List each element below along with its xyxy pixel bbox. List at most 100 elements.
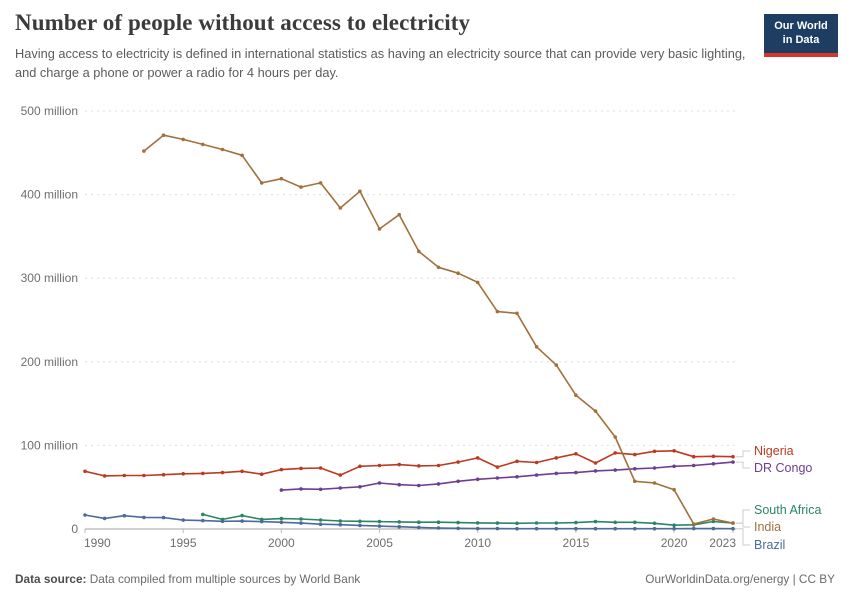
data-point[interactable]: [240, 469, 244, 474]
data-point[interactable]: [633, 452, 637, 457]
data-point[interactable]: [122, 473, 127, 478]
data-point[interactable]: [397, 212, 402, 217]
data-point[interactable]: [711, 517, 716, 521]
data-point[interactable]: [417, 520, 421, 524]
data-point[interactable]: [220, 470, 225, 475]
data-point[interactable]: [475, 526, 480, 531]
data-point[interactable]: [417, 483, 421, 488]
data-point[interactable]: [495, 526, 500, 531]
data-point[interactable]: [731, 460, 735, 464]
data-point[interactable]: [259, 181, 264, 185]
data-point[interactable]: [593, 461, 598, 465]
data-point[interactable]: [220, 517, 225, 522]
data-point[interactable]: [613, 526, 617, 531]
data-point[interactable]: [672, 449, 676, 453]
data-point[interactable]: [181, 472, 185, 476]
data-point[interactable]: [652, 449, 657, 454]
data-point[interactable]: [593, 526, 598, 531]
data-point[interactable]: [279, 488, 284, 492]
data-point[interactable]: [711, 526, 716, 531]
data-point[interactable]: [711, 519, 716, 524]
data-point[interactable]: [691, 463, 696, 468]
series-line-dr-congo[interactable]: [281, 461, 734, 491]
data-point[interactable]: [633, 526, 637, 531]
data-point[interactable]: [142, 149, 146, 153]
data-point[interactable]: [613, 520, 617, 525]
data-point[interactable]: [299, 517, 303, 521]
data-point[interactable]: [240, 519, 244, 523]
data-point[interactable]: [711, 462, 716, 466]
data-point[interactable]: [201, 142, 205, 147]
legend-label-brazil[interactable]: Brazil: [754, 538, 785, 552]
data-point[interactable]: [279, 176, 284, 181]
data-point[interactable]: [534, 521, 539, 525]
data-point[interactable]: [515, 459, 519, 464]
data-point[interactable]: [652, 481, 657, 485]
data-point[interactable]: [652, 466, 657, 470]
data-point[interactable]: [475, 521, 480, 525]
data-point[interactable]: [731, 526, 735, 531]
data-point[interactable]: [318, 522, 323, 526]
data-point[interactable]: [574, 470, 578, 475]
data-point[interactable]: [672, 487, 676, 492]
data-point[interactable]: [397, 482, 402, 487]
data-point[interactable]: [161, 472, 166, 477]
data-point[interactable]: [181, 518, 185, 522]
data-point[interactable]: [377, 519, 382, 524]
data-point[interactable]: [377, 463, 382, 468]
data-point[interactable]: [731, 454, 735, 459]
data-point[interactable]: [142, 473, 146, 478]
data-point[interactable]: [672, 523, 676, 527]
data-point[interactable]: [279, 520, 284, 525]
data-point[interactable]: [554, 521, 559, 525]
data-point[interactable]: [436, 463, 441, 468]
data-point[interactable]: [201, 471, 205, 476]
data-point[interactable]: [299, 466, 303, 471]
data-point[interactable]: [534, 473, 539, 477]
legend-label-dr-congo[interactable]: DR Congo: [754, 461, 812, 475]
data-point[interactable]: [554, 471, 559, 476]
data-point[interactable]: [181, 137, 185, 142]
data-point[interactable]: [338, 206, 343, 210]
data-point[interactable]: [358, 523, 362, 528]
data-point[interactable]: [358, 464, 362, 469]
data-point[interactable]: [377, 227, 382, 231]
data-point[interactable]: [397, 520, 402, 524]
legend-label-nigeria[interactable]: Nigeria: [754, 444, 794, 458]
data-point[interactable]: [299, 185, 303, 189]
data-point[interactable]: [554, 526, 559, 531]
data-point[interactable]: [397, 524, 402, 529]
data-point[interactable]: [456, 526, 460, 531]
data-point[interactable]: [338, 519, 343, 523]
data-point[interactable]: [475, 477, 480, 482]
data-point[interactable]: [456, 479, 460, 484]
data-point[interactable]: [102, 516, 107, 521]
data-point[interactable]: [318, 518, 323, 522]
data-point[interactable]: [161, 515, 166, 520]
data-point[interactable]: [358, 519, 362, 524]
data-point[interactable]: [691, 526, 696, 531]
data-point[interactable]: [475, 280, 480, 285]
data-point[interactable]: [436, 526, 441, 530]
data-point[interactable]: [515, 521, 519, 526]
data-point[interactable]: [358, 189, 362, 194]
data-point[interactable]: [279, 516, 284, 521]
data-point[interactable]: [613, 468, 617, 472]
data-point[interactable]: [574, 452, 578, 456]
series-line-brazil[interactable]: [84, 514, 734, 530]
data-point[interactable]: [534, 345, 539, 349]
data-point[interactable]: [377, 481, 382, 485]
data-point[interactable]: [377, 524, 382, 528]
data-point[interactable]: [358, 485, 362, 489]
data-point[interactable]: [731, 521, 735, 525]
data-point[interactable]: [456, 520, 460, 525]
data-point[interactable]: [201, 518, 205, 523]
data-point[interactable]: [672, 526, 676, 531]
data-point[interactable]: [515, 475, 519, 479]
data-point[interactable]: [161, 133, 166, 137]
data-point[interactable]: [259, 517, 264, 522]
data-point[interactable]: [338, 486, 343, 490]
data-point[interactable]: [691, 454, 696, 459]
data-point[interactable]: [397, 462, 402, 467]
data-point[interactable]: [220, 147, 225, 152]
